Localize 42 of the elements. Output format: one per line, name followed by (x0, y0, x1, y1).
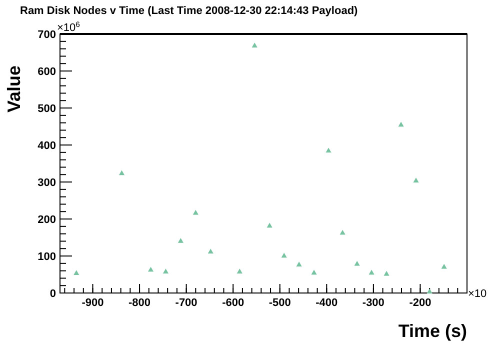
point (354, 260, 360, 266)
text: ×10 (468, 288, 487, 300)
y-tick-label: 200 (38, 214, 56, 226)
point (413, 178, 419, 183)
point (252, 42, 258, 48)
y-axis-title: Value (4, 65, 24, 113)
point (281, 252, 287, 258)
x-tick-label: -200 (409, 297, 432, 309)
point (398, 122, 404, 127)
x-tick-label: -500 (268, 297, 291, 309)
x-tick-label: -300 (362, 297, 384, 309)
point (208, 248, 214, 254)
point (368, 270, 374, 275)
point (236, 268, 242, 274)
y-tick-label: 0 (50, 288, 56, 300)
point (340, 230, 346, 235)
point (118, 170, 125, 176)
point (74, 270, 80, 276)
point (148, 266, 154, 272)
point (178, 238, 184, 243)
x-axis-title: Time (s) (398, 321, 468, 341)
chart-title: Ram Disk Nodes v Time (Last Time 2008-12-30 22:14:43 Payload) (20, 5, 358, 17)
point (192, 210, 198, 215)
x-tick-label: -400 (316, 297, 338, 309)
point (296, 262, 302, 266)
point (162, 268, 169, 274)
point (326, 148, 332, 153)
annotation: ×10$^{6}$ (57, 20, 80, 34)
y-tick-label: 600 (38, 66, 56, 78)
y-tick-label: 400 (38, 140, 56, 152)
x-tick-label: -900 (82, 297, 104, 309)
point (426, 288, 432, 294)
y-tick-label: 300 (38, 176, 56, 189)
point (311, 270, 317, 275)
x-tick-label: -600 (222, 297, 244, 309)
x-tick-label: -700 (175, 297, 198, 309)
y-tick-label: 500 (38, 102, 56, 115)
point (441, 264, 447, 269)
y-tick-label: 100 (38, 250, 56, 263)
point (266, 222, 272, 228)
y-tick-label: 700 (38, 28, 56, 41)
x-tick-label: -800 (128, 297, 151, 309)
